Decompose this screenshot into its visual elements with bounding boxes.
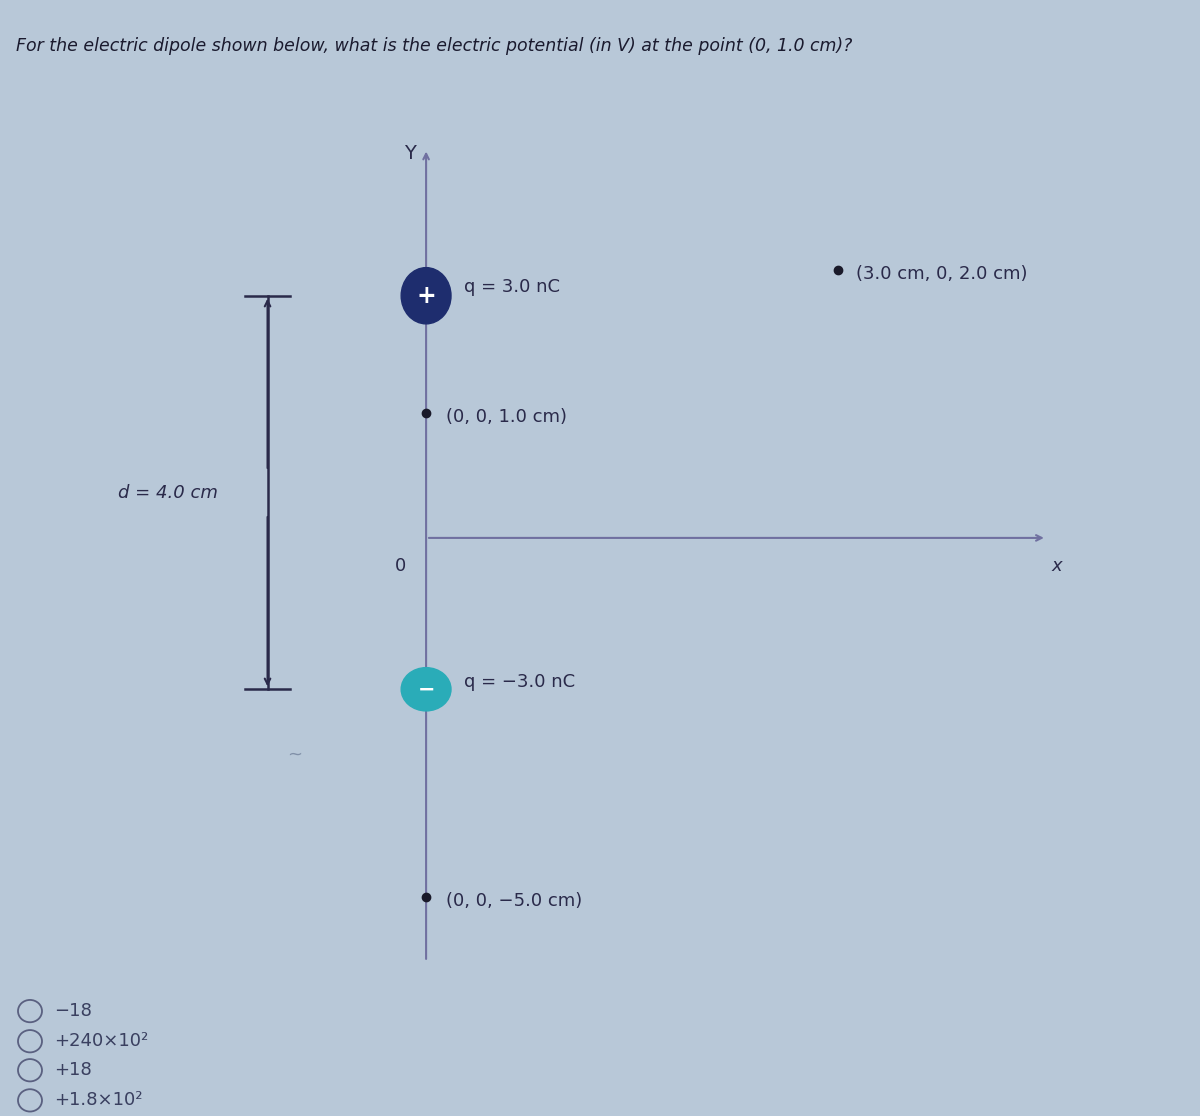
Text: ~: ~ [287,745,302,763]
Text: For the electric dipole shown below, what is the electric potential (in V) at th: For the electric dipole shown below, wha… [16,37,852,55]
Text: 0: 0 [395,557,406,575]
Text: −: − [418,680,434,700]
Text: +: + [416,283,436,308]
Text: (0, 0, −5.0 cm): (0, 0, −5.0 cm) [446,892,582,911]
Text: +18: +18 [54,1061,91,1079]
Text: q = 3.0 nC: q = 3.0 nC [464,278,560,296]
Bar [893,123,1092,988]
Text: d = 4.0 cm: d = 4.0 cm [118,483,217,501]
Text: +240×10²: +240×10² [54,1032,149,1050]
Text: x: x [1051,558,1062,576]
Text: Y: Y [404,144,415,163]
Text: (0, 0, 1.0 cm): (0, 0, 1.0 cm) [446,407,568,426]
Ellipse shape [401,268,451,324]
Text: −18: −18 [54,1002,92,1020]
Text: (3.0 cm, 0, 2.0 cm): (3.0 cm, 0, 2.0 cm) [857,266,1028,283]
Text: +1.8×10²: +1.8×10² [54,1091,143,1109]
Ellipse shape [401,667,451,711]
Text: q = −3.0 nC: q = −3.0 nC [464,673,575,691]
